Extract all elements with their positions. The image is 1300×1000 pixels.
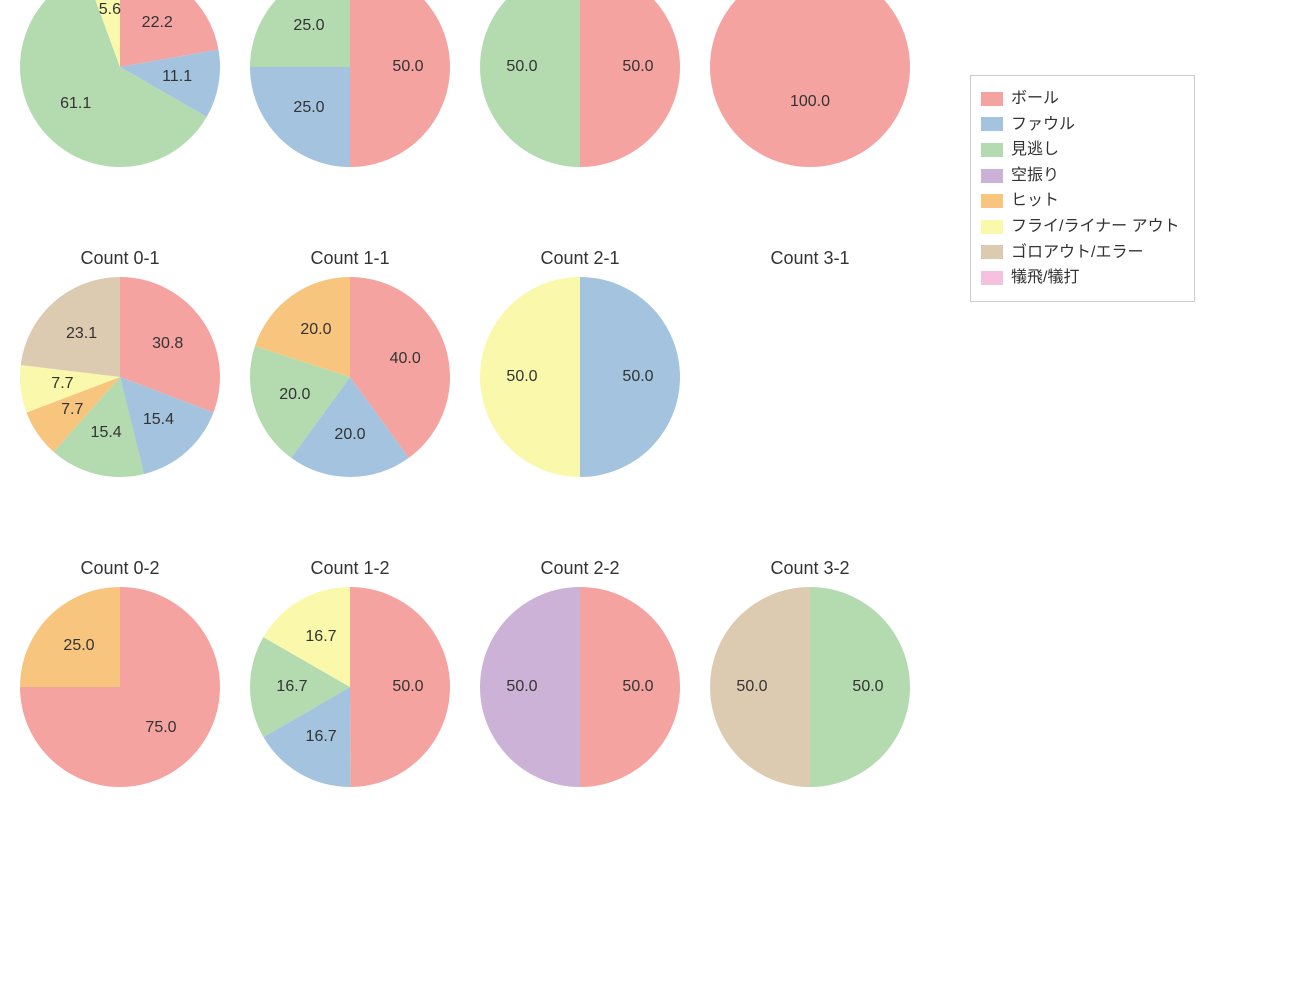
pie-slice (350, 587, 450, 787)
chart-grid: Count 0-022.211.161.15.6Count 1-050.025.… (0, 0, 1300, 1000)
pie-slice (480, 277, 580, 477)
legend-item: ファウル (981, 112, 1180, 138)
legend-item: ボール (981, 86, 1180, 112)
pie-slice (480, 587, 580, 787)
pie-slice (580, 277, 680, 477)
legend-swatch (981, 220, 1003, 234)
legend-swatch (981, 245, 1003, 259)
legend-item: 見逃し (981, 137, 1180, 163)
pie-svg (250, 277, 450, 477)
pie-svg (20, 277, 220, 477)
legend-item: 空振り (981, 163, 1180, 189)
pie-chart: Count 0-275.025.0 (20, 558, 220, 787)
pie-svg (250, 587, 450, 787)
pie-chart: Count 2-050.050.0 (480, 0, 680, 167)
chart-title: Count 0-2 (20, 558, 220, 579)
pie-slice (580, 0, 680, 167)
legend-label: ゴロアウト/エラー (1011, 240, 1143, 266)
legend-label: ファウル (1011, 112, 1075, 138)
chart-title: Count 1-1 (250, 248, 450, 269)
legend-swatch (981, 143, 1003, 157)
pie-svg (250, 0, 450, 167)
pie-slice (20, 587, 120, 687)
pie-slice (710, 587, 810, 787)
pie-chart: Count 1-250.016.716.716.7 (250, 558, 450, 787)
legend-label: フライ/ライナー アウト (1011, 214, 1180, 240)
pie-slice (250, 0, 350, 67)
pie-chart: Count 1-140.020.020.020.0 (250, 248, 450, 477)
pie-chart: Count 1-050.025.025.0 (250, 0, 450, 167)
legend-swatch (981, 271, 1003, 285)
chart-title: Count 0-1 (20, 248, 220, 269)
pie-svg (480, 587, 680, 787)
pie-svg (20, 0, 220, 167)
pie-slice (250, 67, 350, 167)
pie-chart: Count 3-1 (710, 248, 910, 477)
pie-slice (710, 0, 910, 167)
legend-item: ゴロアウト/エラー (981, 240, 1180, 266)
pie-slice (480, 0, 580, 167)
legend-label: 犠飛/犠打 (1011, 265, 1079, 291)
pie-chart: Count 3-0100.0 (710, 0, 910, 167)
pie-svg (480, 277, 680, 477)
pie-chart: Count 2-150.050.0 (480, 248, 680, 477)
pie-chart: Count 3-250.050.0 (710, 558, 910, 787)
pie-chart: Count 2-250.050.0 (480, 558, 680, 787)
legend: ボールファウル見逃し空振りヒットフライ/ライナー アウトゴロアウト/エラー犠飛/… (970, 75, 1195, 302)
pie-slice (580, 587, 680, 787)
chart-title: Count 2-1 (480, 248, 680, 269)
legend-swatch (981, 194, 1003, 208)
legend-label: 見逃し (1011, 137, 1059, 163)
legend-item: 犠飛/犠打 (981, 265, 1180, 291)
pie-slice (350, 0, 450, 167)
pie-chart: Count 0-022.211.161.15.6 (20, 0, 220, 167)
chart-title: Count 1-2 (250, 558, 450, 579)
chart-title: Count 2-2 (480, 558, 680, 579)
legend-label: 空振り (1011, 163, 1059, 189)
legend-swatch (981, 117, 1003, 131)
chart-title: Count 3-2 (710, 558, 910, 579)
legend-swatch (981, 92, 1003, 106)
pie-svg (20, 587, 220, 787)
pie-svg (480, 0, 680, 167)
pie-slice (810, 587, 910, 787)
pie-chart: Count 0-130.815.415.47.77.723.1 (20, 248, 220, 477)
legend-label: ヒット (1011, 188, 1059, 214)
pie-svg (710, 587, 910, 787)
legend-label: ボール (1011, 86, 1059, 112)
legend-swatch (981, 169, 1003, 183)
legend-item: フライ/ライナー アウト (981, 214, 1180, 240)
pie-slice (21, 277, 120, 377)
pie-svg (710, 0, 910, 167)
chart-title: Count 3-1 (710, 248, 910, 269)
legend-item: ヒット (981, 188, 1180, 214)
